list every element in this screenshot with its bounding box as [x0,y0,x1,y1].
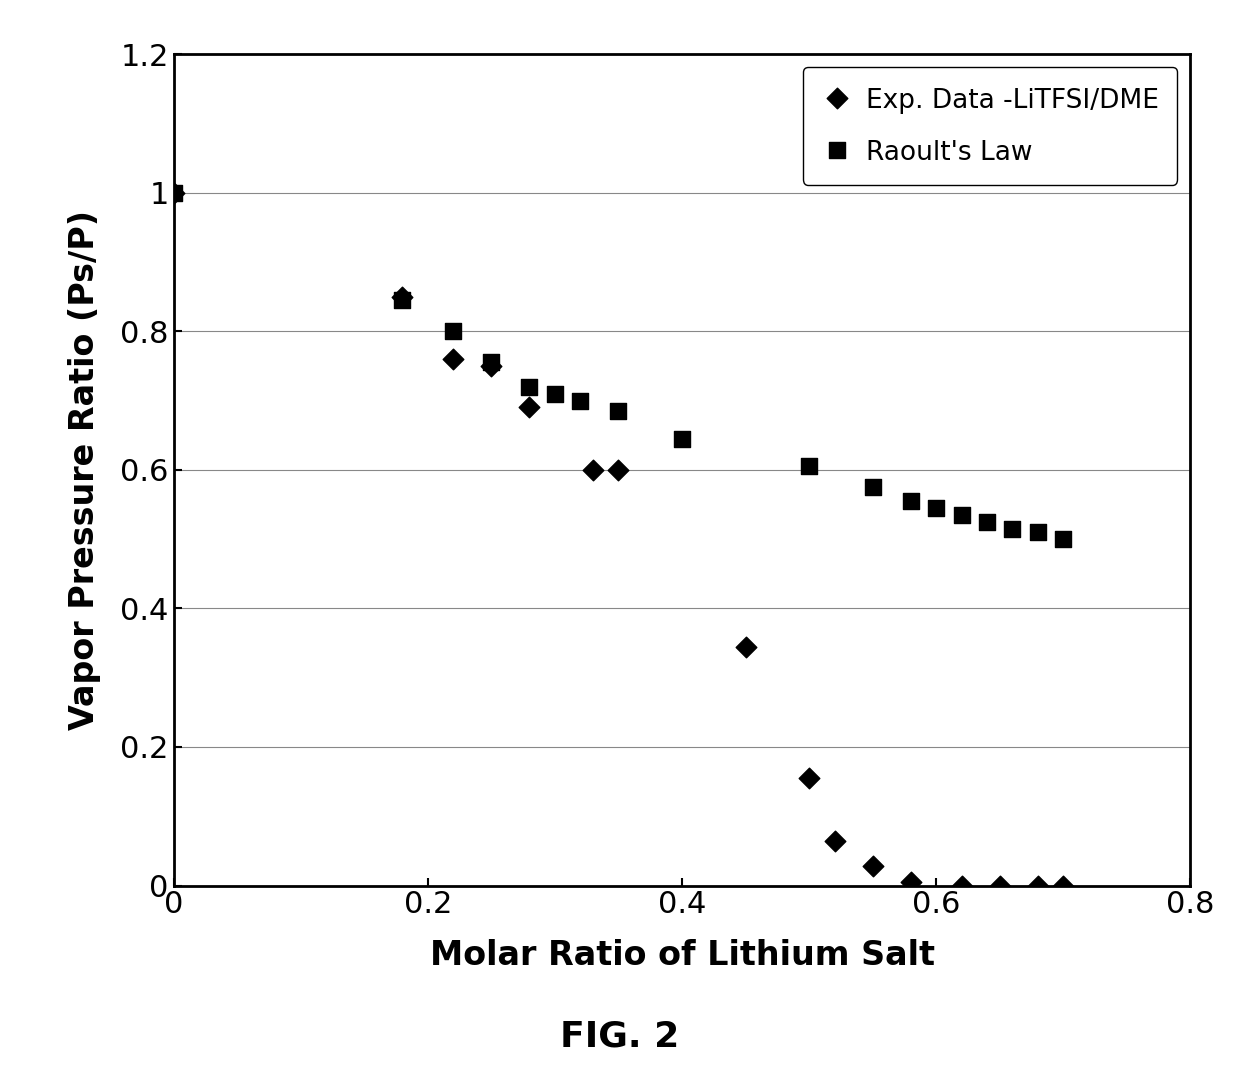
Exp. Data -LiTFSI/DME [735,638,755,656]
Exp. Data -LiTFSI/DME [900,874,920,891]
Text: FIG. 2: FIG. 2 [560,1020,680,1054]
Exp. Data -LiTFSI/DME [799,770,818,787]
Raoult's Law [799,458,818,475]
Raoult's Law [570,392,590,409]
Raoult's Law [609,402,629,419]
X-axis label: Molar Ratio of Lithium Salt: Molar Ratio of Lithium Salt [429,939,935,972]
Raoult's Law [520,378,539,395]
Raoult's Law [926,499,946,516]
Exp. Data -LiTFSI/DME [990,877,1009,894]
Exp. Data -LiTFSI/DME [392,288,412,306]
Exp. Data -LiTFSI/DME [520,399,539,416]
Raoult's Law [481,354,501,372]
Raoult's Law [900,492,920,510]
Exp. Data -LiTFSI/DME [863,858,883,875]
Exp. Data -LiTFSI/DME [609,461,629,478]
Raoult's Law [1053,530,1073,548]
Raoult's Law [977,513,997,530]
Raoult's Law [544,384,564,402]
Y-axis label: Vapor Pressure Ratio (Ps/P): Vapor Pressure Ratio (Ps/P) [68,210,100,730]
Exp. Data -LiTFSI/DME [951,877,971,894]
Raoult's Law [951,507,971,524]
Raoult's Law [1002,521,1022,538]
Exp. Data -LiTFSI/DME [481,357,501,375]
Raoult's Law [1028,524,1048,541]
Raoult's Law [444,323,464,340]
Raoult's Law [164,184,184,201]
Exp. Data -LiTFSI/DME [1028,877,1048,894]
Legend: Exp. Data -LiTFSI/DME, Raoult's Law: Exp. Data -LiTFSI/DME, Raoult's Law [802,67,1177,185]
Exp. Data -LiTFSI/DME [164,184,184,201]
Exp. Data -LiTFSI/DME [825,832,844,849]
Exp. Data -LiTFSI/DME [444,350,464,367]
Exp. Data -LiTFSI/DME [1053,877,1073,894]
Raoult's Law [863,478,883,496]
Raoult's Law [392,292,412,309]
Raoult's Law [672,430,692,447]
Exp. Data -LiTFSI/DME [583,461,603,478]
